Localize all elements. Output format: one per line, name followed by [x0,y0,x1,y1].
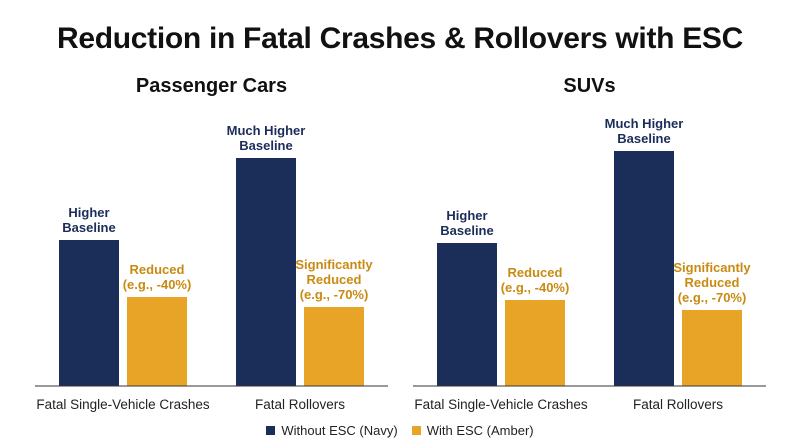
data-label-line: Baseline [239,138,292,153]
data-label-suvs-fatal-single-vehicle-crashes-with-esc: Reduced (e.g., -40%) [501,265,570,295]
data-label-line: Much Higher [227,123,306,138]
legend-label-with-esc: With ESC (Amber) [426,422,534,438]
legend-label-without-esc: Without ESC (Navy) [281,422,398,438]
legend-swatch-amber [411,425,421,435]
data-label-line: Significantly [295,257,373,272]
data-label-suvs-fatal-rollovers-with-esc: Significantly Reduced (e.g., -70%) [673,260,751,305]
data-label-line: Baseline [440,223,493,238]
bar-suvs-fatal-single-vehicle-crashes-with-esc [505,300,565,386]
x-tick-label-passenger-cars-fatal-rollovers: Fatal Rollovers [255,397,345,412]
legend: Without ESC (Navy) With ESC (Amber) [0,420,800,440]
data-label-line: Higher [68,205,109,220]
data-label-line: Significantly [673,260,751,275]
bar-passenger-cars-fatal-rollovers-with-esc [304,307,364,386]
data-label-line: Reduced [508,265,563,280]
data-label-line: Much Higher [605,116,684,131]
x-tick-label-suvs-fatal-rollovers: Fatal Rollovers [633,397,723,412]
bar-suvs-fatal-rollovers-without-esc [614,151,674,386]
legend-item-with-esc: With ESC (Amber) [411,422,534,438]
data-label-line: (e.g., -70%) [300,287,369,302]
data-label-line: Higher [446,208,487,223]
data-label-suvs-fatal-rollovers-without-esc: Much Higher Baseline [605,116,684,146]
data-label-line: (e.g., -70%) [678,290,747,305]
data-label-suvs-fatal-single-vehicle-crashes-without-esc: Higher Baseline [440,208,493,238]
bar-passenger-cars-fatal-rollovers-without-esc [236,158,296,386]
legend-swatch-navy [266,425,276,435]
legend-item-without-esc: Without ESC (Navy) [266,422,398,438]
x-tick-label-passenger-cars-fatal-single-vehicle-crashes: Fatal Single-Vehicle Crashes [36,397,210,412]
bar-suvs-fatal-rollovers-with-esc [682,310,742,386]
bar-passenger-cars-fatal-single-vehicle-crashes-without-esc [59,240,119,386]
data-label-passenger-cars-fatal-single-vehicle-crashes-with-esc: Reduced (e.g., -40%) [123,262,192,292]
data-label-line: Reduced [685,275,740,290]
data-label-line: Reduced [307,272,362,287]
x-tick-label-suvs-fatal-single-vehicle-crashes: Fatal Single-Vehicle Crashes [414,397,588,412]
chart-title: Reduction in Fatal Crashes & Rollovers w… [56,22,744,55]
data-label-passenger-cars-fatal-rollovers-without-esc: Much Higher Baseline [227,123,306,153]
data-label-passenger-cars-fatal-single-vehicle-crashes-without-esc: Higher Baseline [62,205,115,235]
data-label-line: (e.g., -40%) [123,277,192,292]
bar-suvs-fatal-single-vehicle-crashes-without-esc [437,243,497,386]
panel-title-suvs: SUVs [563,75,615,97]
data-label-line: Baseline [617,131,670,146]
data-label-line: (e.g., -40%) [501,280,570,295]
panel-title-passenger-cars: Passenger Cars [136,75,287,97]
bar-passenger-cars-fatal-single-vehicle-crashes-with-esc [127,297,187,386]
data-label-line: Baseline [62,220,115,235]
data-label-passenger-cars-fatal-rollovers-with-esc: Significantly Reduced (e.g., -70%) [295,257,373,302]
data-label-line: Reduced [130,262,185,277]
